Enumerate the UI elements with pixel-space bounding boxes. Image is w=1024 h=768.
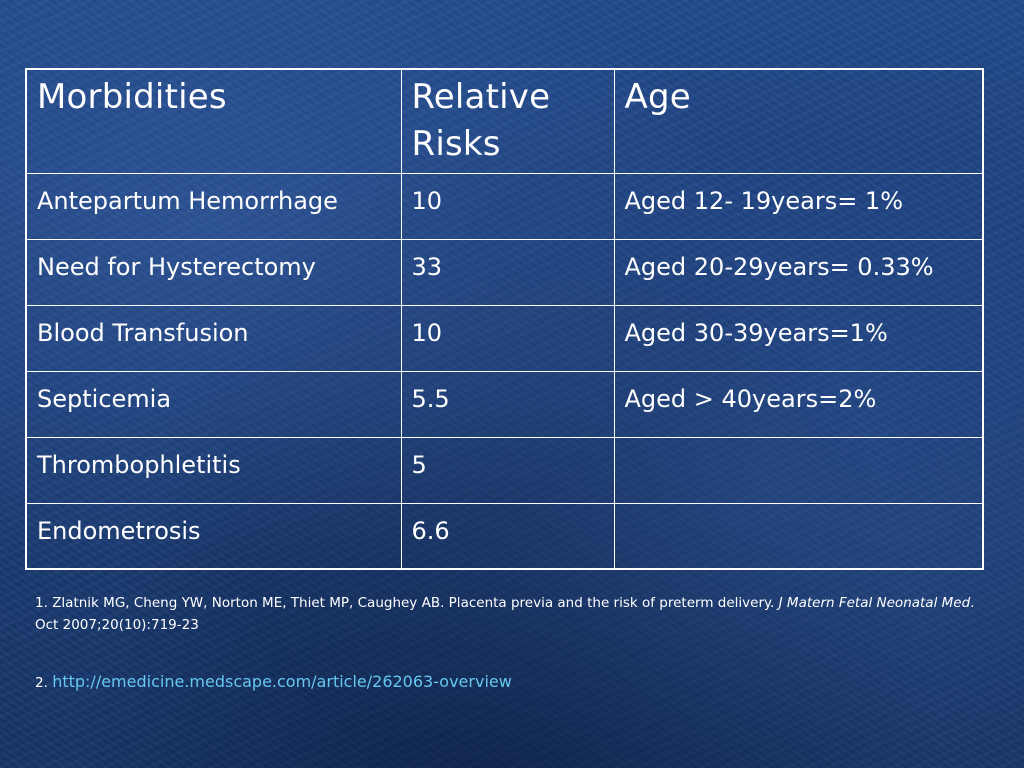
cell-age: Aged 30-39years=1%: [613, 304, 984, 372]
cell-relative-risk: 33: [400, 238, 615, 306]
table-row: Need for Hysterectomy 33 Aged 20-29years…: [25, 238, 984, 306]
cell-relative-risk: 10: [400, 304, 615, 372]
table-header-row: Morbidities Relative Risks Age: [25, 68, 984, 174]
table-row: Endometrosis 6.6: [25, 502, 984, 570]
reference-2-number: 2.: [35, 675, 48, 691]
header-age: Age: [613, 68, 984, 174]
cell-age: [613, 502, 984, 570]
cell-age: Aged > 40years=2%: [613, 370, 984, 438]
reference-2-link[interactable]: http://emedicine.medscape.com/article/26…: [52, 672, 512, 691]
reference-2: 2. http://emedicine.medscape.com/article…: [35, 672, 512, 691]
table-row: Blood Transfusion 10 Aged 30-39years=1%: [25, 304, 984, 372]
header-relative-risks: Relative Risks: [400, 68, 615, 174]
reference-1-journal: J Matern Fetal Neonatal Med: [778, 595, 971, 611]
cell-age: [613, 436, 984, 504]
reference-1-number: 1.: [35, 595, 48, 611]
cell-relative-risk: 5.5: [400, 370, 615, 438]
cell-relative-risk: 5: [400, 436, 615, 504]
cell-morbidity: Thrombophletitis: [25, 436, 402, 504]
cell-morbidity: Need for Hysterectomy: [25, 238, 402, 306]
reference-1-citation: . Oct 2007;20(10):719-23: [35, 595, 975, 633]
table-row: Thrombophletitis 5: [25, 436, 984, 504]
cell-relative-risk: 10: [400, 172, 615, 240]
table-row: Septicemia 5.5 Aged > 40years=2%: [25, 370, 984, 438]
cell-age: Aged 12- 19years= 1%: [613, 172, 984, 240]
cell-age: Aged 20-29years= 0.33%: [613, 238, 984, 306]
cell-morbidity: Blood Transfusion: [25, 304, 402, 372]
table-row: Antepartum Hemorrhage 10 Aged 12- 19year…: [25, 172, 984, 240]
cell-morbidity: Endometrosis: [25, 502, 402, 570]
morbidity-risk-table: Morbidities Relative Risks Age Antepartu…: [25, 68, 984, 570]
cell-relative-risk: 6.6: [400, 502, 615, 570]
cell-morbidity: Septicemia: [25, 370, 402, 438]
cell-morbidity: Antepartum Hemorrhage: [25, 172, 402, 240]
header-morbidities: Morbidities: [25, 68, 402, 174]
reference-1: 1. Zlatnik MG, Cheng YW, Norton ME, Thie…: [35, 592, 975, 636]
reference-1-text: Zlatnik MG, Cheng YW, Norton ME, Thiet M…: [52, 595, 775, 611]
